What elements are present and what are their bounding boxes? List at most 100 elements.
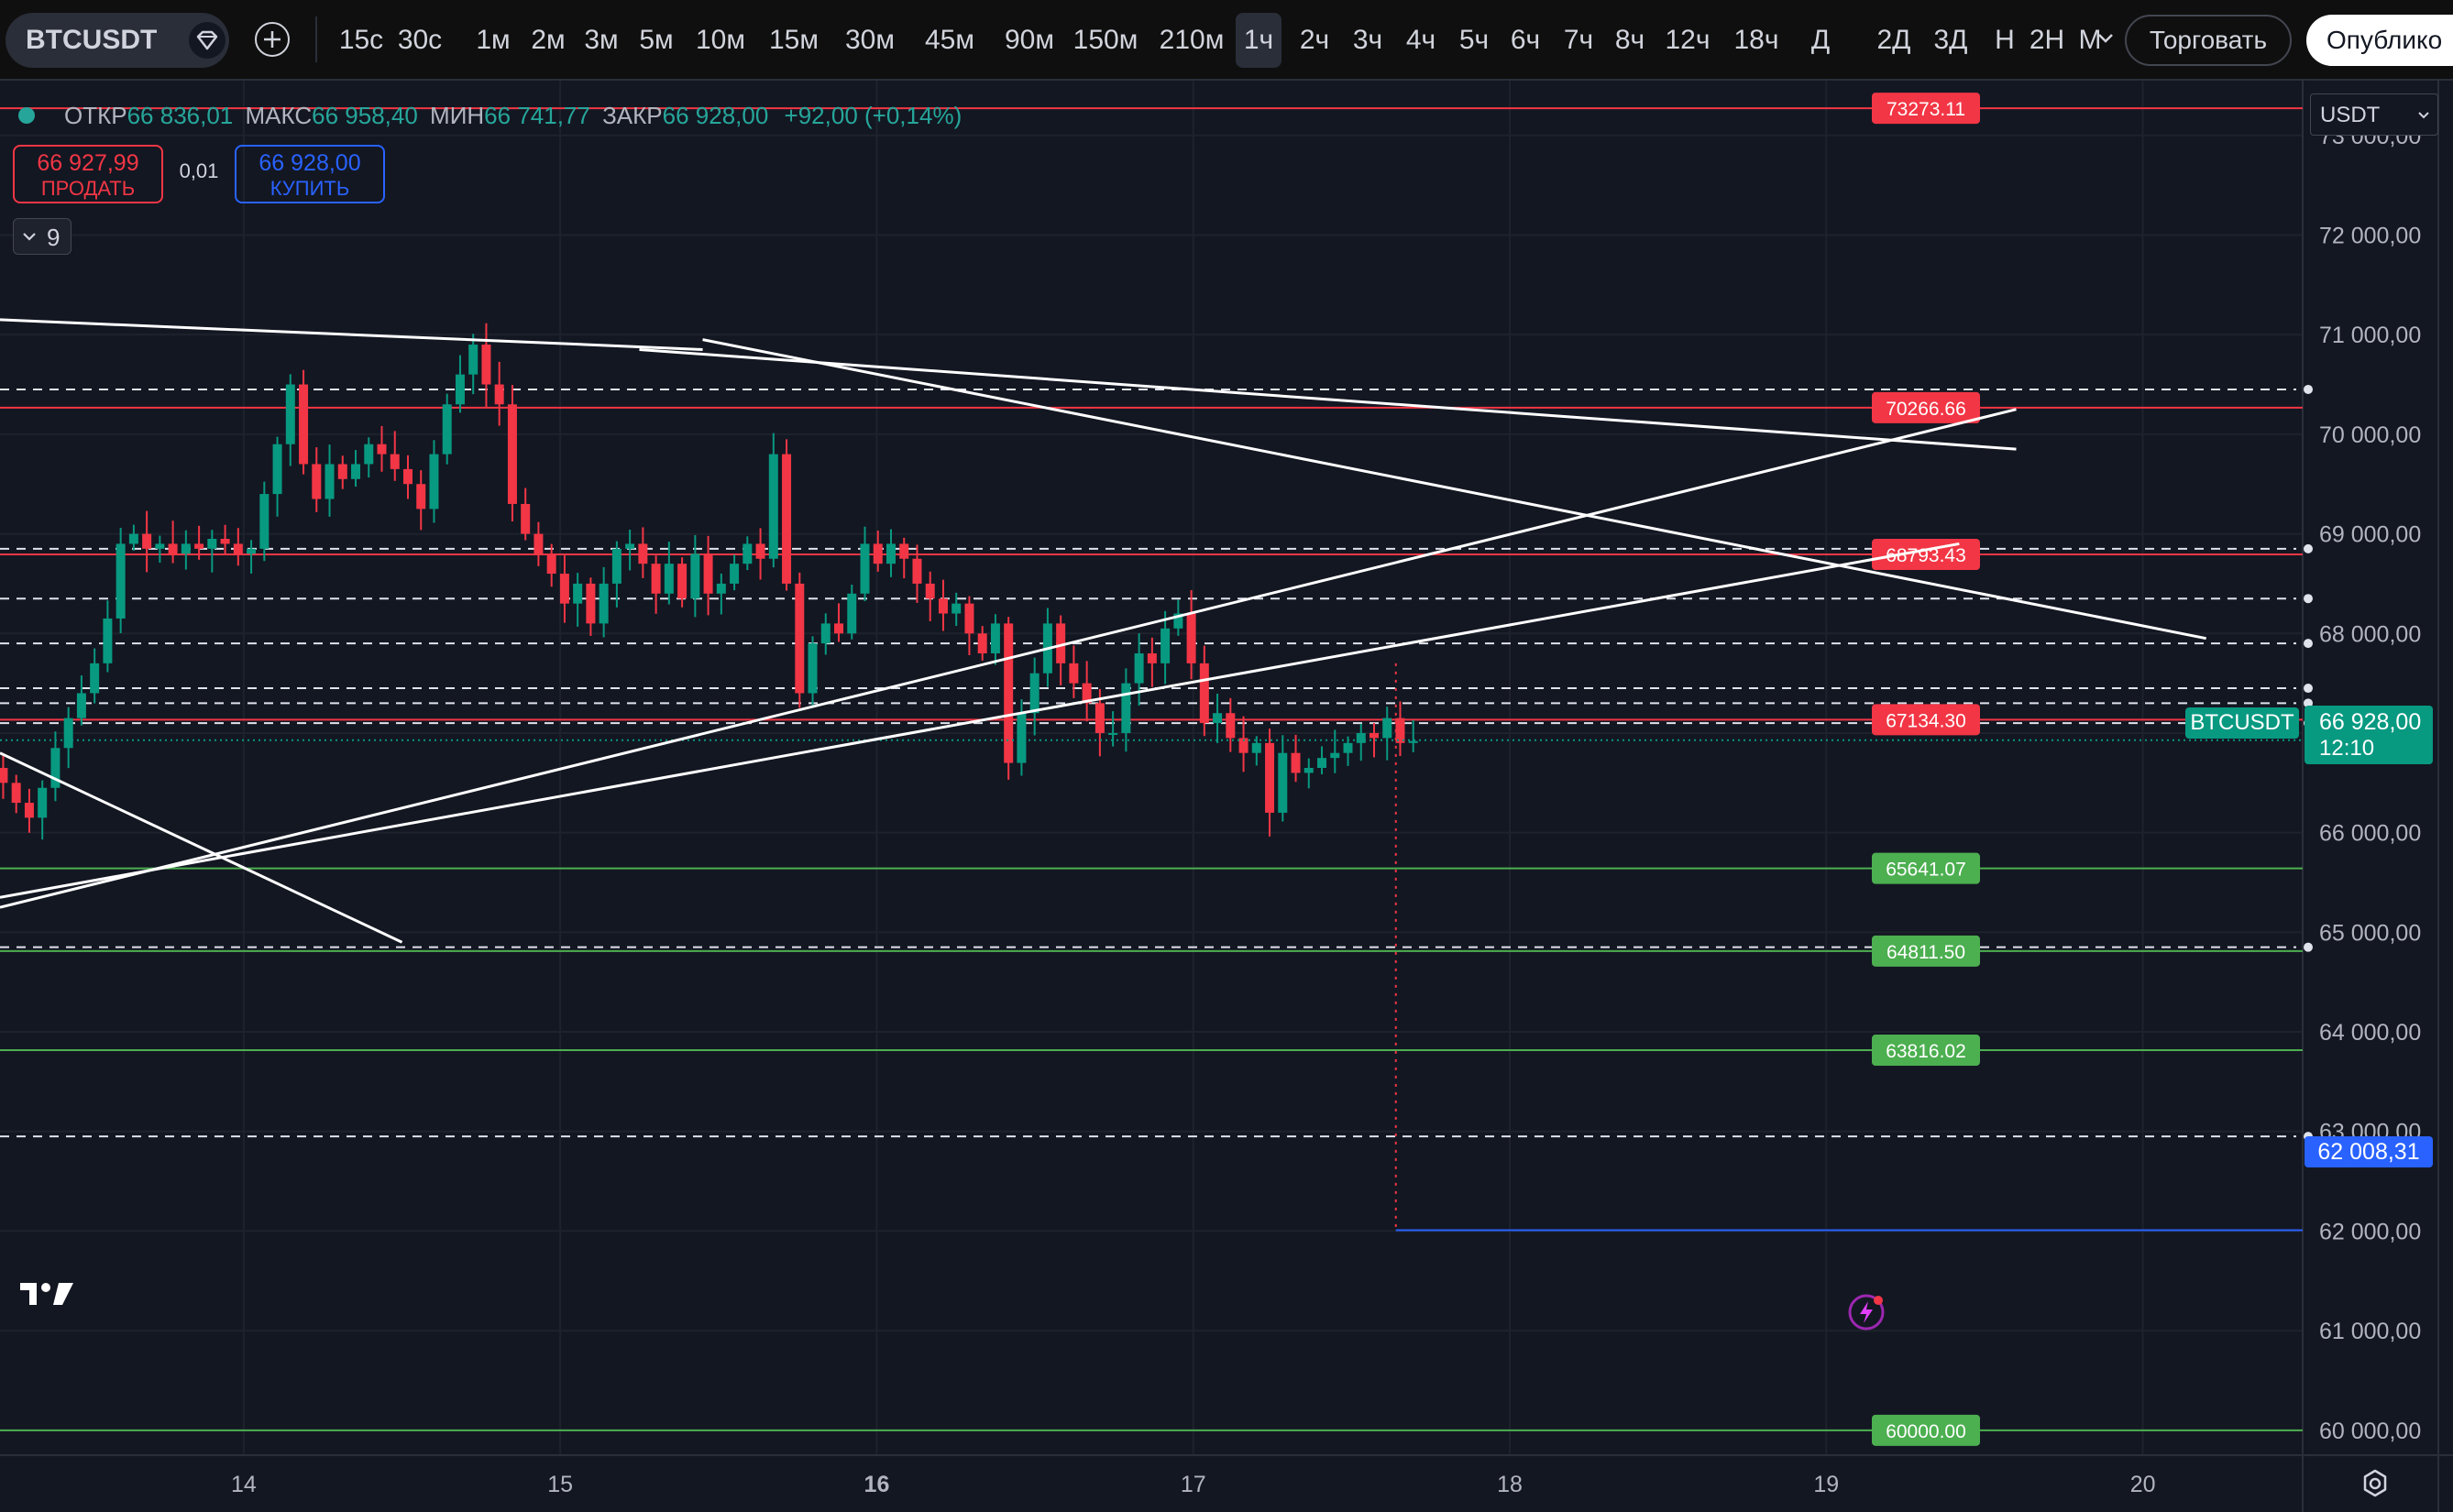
interval-3[interactable]: 2м [531,25,566,55]
buy-button[interactable]: 66 928,00 КУПИТЬ [235,145,385,203]
symbol-search-button[interactable]: BTCUSDT [6,13,229,68]
interval-8[interactable]: 30м [845,25,895,55]
y-axis-tick-label: 70 000,00 [2319,422,2421,448]
chevron-down-icon[interactable] [2092,22,2119,55]
interval-0[interactable]: 15с [338,25,384,55]
compare-add-icon[interactable] [255,22,290,57]
x-axis-tick-label: 14 [231,1472,257,1497]
y-axis-tick-label: 71 000,00 [2319,323,2421,348]
level-label: 63816.02 [1886,1041,1966,1062]
interval-23[interactable]: Д [1810,25,1831,55]
publish-button[interactable]: Опублико [2306,15,2453,66]
candle-body [194,543,204,549]
candle-body [1395,718,1405,743]
candle-body [768,454,778,559]
current-price: 66 928,00 [2319,709,2422,735]
candle-body [586,583,596,624]
level-label-box[interactable] [1872,1414,1980,1446]
candle-body [1213,713,1223,724]
candle-body [638,543,648,564]
trend-line[interactable] [0,408,2017,909]
indicators-collapse-button[interactable]: 9 [13,218,72,255]
candle-body [442,404,452,455]
interval-16[interactable]: 4ч [1405,25,1436,55]
currency-select[interactable]: USDT [2310,93,2438,136]
interval-19[interactable]: 7ч [1563,25,1594,55]
level-label-box[interactable] [1872,93,1980,125]
candle-body [834,623,844,634]
candle-body [1238,738,1248,753]
trend-line[interactable] [0,751,403,944]
interval-22[interactable]: 18ч [1733,25,1779,55]
candle-body [664,564,674,594]
interval-14[interactable]: 2ч [1299,25,1330,55]
interval-27[interactable]: 2Н [2029,25,2065,55]
interval-2[interactable]: 1м [476,25,511,55]
candle-body [324,464,335,499]
candle-body [1343,742,1353,753]
candle-body [247,548,257,554]
sell-label: ПРОДАТЬ [40,177,136,200]
candle-body [611,548,622,584]
candle-body [402,468,412,485]
candle-body [0,768,8,783]
trend-line[interactable] [702,338,2206,641]
interval-28[interactable]: М [2078,25,2102,55]
interval-6[interactable]: 10м [696,25,745,55]
level-label-box[interactable] [1872,935,1980,967]
level-marker [2304,384,2313,394]
interval-25[interactable]: 3Д [1933,25,1968,55]
level-label-box[interactable] [1872,852,1980,884]
interval-17[interactable]: 5ч [1458,25,1490,55]
y-axis-tick-label: 66 000,00 [2319,821,2421,847]
candle-body [886,543,896,564]
level-label-box[interactable] [1872,391,1980,423]
diamond-badge-icon[interactable] [189,22,226,59]
close-value: 66 928,00 [662,102,769,129]
interval-15[interactable]: 3ч [1352,25,1383,55]
sell-button[interactable]: 66 927,99 ПРОДАТЬ [13,145,163,203]
trend-line[interactable] [0,318,703,351]
candle-body [50,748,60,788]
trend-line[interactable] [0,542,1960,899]
candle-body [312,464,322,499]
lightning-icon[interactable] [1846,1292,1886,1332]
candle-body [299,384,309,465]
y-axis-tick-label: 64 000,00 [2319,1020,2421,1046]
interval-24[interactable]: 2Д [1876,25,1911,55]
candle-body [272,444,282,495]
candle-body [546,553,556,575]
candle-body [1029,673,1040,714]
interval-11[interactable]: 150м [1072,25,1138,55]
candle-body [494,384,504,405]
interval-5[interactable]: 5м [639,25,674,55]
interval-20[interactable]: 8ч [1614,25,1645,55]
indicators-count: 9 [47,224,60,251]
interval-12[interactable]: 210м [1159,25,1225,55]
interval-1[interactable]: 30с [397,25,443,55]
candle-body [1408,740,1418,743]
trend-line[interactable] [639,347,2017,451]
candle-body [730,564,740,584]
candle-body [795,583,805,694]
interval-26[interactable]: Н [1995,25,2015,55]
candle-body [742,543,753,564]
chart-background [0,81,2453,1512]
interval-4[interactable]: 3м [584,25,619,55]
trade-button[interactable]: Торговать [2125,15,2292,66]
interval-7[interactable]: 15м [769,25,819,55]
candle-body [11,783,21,804]
interval-13[interactable]: 1ч [1236,13,1282,68]
level-label-box[interactable] [1872,704,1980,736]
interval-10[interactable]: 90м [1005,25,1054,55]
candle-body [938,598,948,614]
level-label-box[interactable] [1872,1035,1980,1067]
tradingview-logo-icon[interactable] [18,1277,77,1309]
level-label-box[interactable] [1872,539,1980,571]
interval-9[interactable]: 45м [925,25,974,55]
interval-18[interactable]: 6ч [1510,25,1541,55]
gear-icon[interactable] [2360,1468,2391,1499]
chevron-down-icon [2418,112,2429,119]
interval-21[interactable]: 12ч [1665,25,1710,55]
